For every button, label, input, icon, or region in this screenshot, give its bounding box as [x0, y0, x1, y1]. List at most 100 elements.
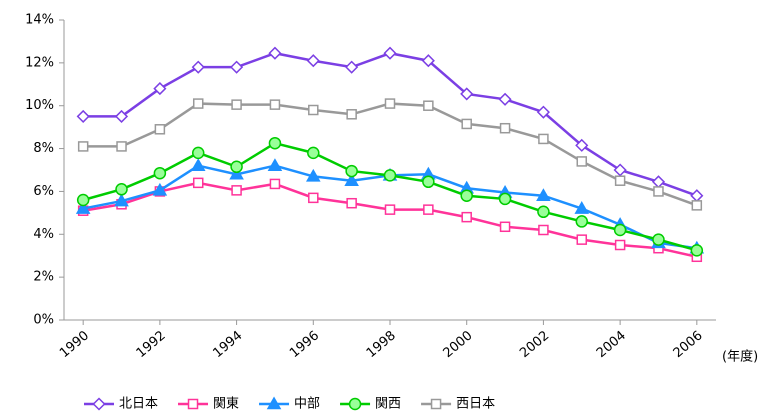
data-point [422, 175, 435, 189]
data-point [76, 193, 90, 207]
data-point [345, 60, 359, 74]
series-line [82, 181, 698, 259]
data-point [536, 105, 550, 119]
data-point [384, 98, 396, 109]
data-point [230, 60, 244, 74]
data-point [153, 82, 167, 96]
data-point [460, 189, 473, 202]
y-tick-label: 4% [33, 227, 54, 242]
data-point [384, 204, 396, 215]
data-point [114, 193, 129, 207]
y-tick-label: 10% [25, 98, 54, 113]
data-point [229, 166, 244, 180]
data-point [574, 201, 590, 214]
data-point [269, 99, 281, 110]
data-point [499, 221, 511, 233]
data-point [576, 234, 588, 245]
data-point [537, 205, 550, 219]
x-tick-label: 1998 [364, 328, 399, 361]
data-point [77, 141, 89, 152]
data-point [614, 175, 626, 186]
data-point [115, 183, 128, 196]
x-tick-label: 1996 [287, 328, 322, 361]
data-point [114, 109, 129, 123]
data-point [346, 197, 357, 209]
data-point [690, 244, 704, 257]
data-point [499, 122, 511, 134]
legend-marker [187, 398, 199, 410]
legend-label: 関西 [375, 397, 401, 412]
data-point [536, 188, 551, 201]
data-point [268, 46, 282, 60]
data-point [613, 223, 627, 237]
data-point [308, 192, 319, 204]
data-point [498, 92, 512, 106]
legend-label: 中部 [294, 397, 320, 412]
y-tick-label: 8% [33, 141, 54, 156]
data-point [344, 173, 359, 186]
data-point [306, 54, 320, 68]
data-point [75, 201, 91, 214]
data-point [423, 100, 434, 111]
legend-label: 関東 [213, 396, 239, 412]
data-point [153, 166, 167, 180]
data-point [691, 200, 703, 211]
data-point [269, 178, 281, 190]
data-point [268, 136, 282, 150]
x-tick-label: 2004 [594, 328, 629, 361]
data-point [421, 54, 435, 68]
data-point [653, 186, 664, 197]
data-point [460, 87, 474, 101]
x-tick-label: 1994 [210, 328, 245, 361]
data-point [538, 224, 549, 236]
y-tick-label: 12% [25, 55, 54, 70]
x-axis-label: (年度) [722, 349, 758, 365]
data-point [383, 46, 397, 60]
data-point [690, 189, 704, 203]
data-point [230, 160, 243, 174]
y-tick-label: 0% [33, 313, 54, 328]
data-point [306, 168, 321, 182]
legend-marker [266, 396, 282, 410]
y-tick-label: 14% [25, 13, 54, 28]
data-point [192, 177, 204, 189]
data-point [307, 146, 320, 160]
data-point [191, 60, 205, 74]
x-tick-label: 1990 [57, 328, 92, 361]
legend-marker [430, 398, 442, 410]
data-point [231, 99, 242, 110]
legend-label: 西日本 [456, 397, 495, 412]
legend-marker [92, 397, 106, 411]
data-point [652, 233, 665, 246]
data-point [423, 204, 434, 215]
data-point [346, 109, 357, 120]
x-tick-label: 2000 [441, 328, 476, 361]
x-tick-label: 1992 [134, 328, 169, 361]
data-point [308, 104, 319, 116]
data-point [575, 215, 589, 228]
legend-label: 北日本 [119, 397, 158, 412]
data-point [538, 133, 549, 145]
x-tick-label: 2002 [517, 328, 552, 361]
data-point [192, 98, 204, 109]
data-point [116, 141, 127, 152]
series-line [83, 102, 698, 207]
data-point [76, 109, 90, 123]
data-point [498, 192, 512, 206]
data-point [152, 182, 168, 196]
data-point [345, 164, 358, 178]
data-point [576, 156, 588, 167]
y-tick-label: 2% [33, 270, 54, 285]
data-point [461, 211, 472, 223]
legend-marker [348, 397, 362, 411]
data-point [191, 146, 205, 160]
data-point [651, 175, 666, 189]
x-tick-label: 2006 [671, 328, 706, 361]
data-point [575, 138, 589, 152]
data-point [614, 239, 626, 251]
data-point [461, 118, 472, 130]
data-point [383, 169, 397, 182]
data-point [267, 158, 283, 171]
y-tick-label: 6% [33, 184, 54, 199]
